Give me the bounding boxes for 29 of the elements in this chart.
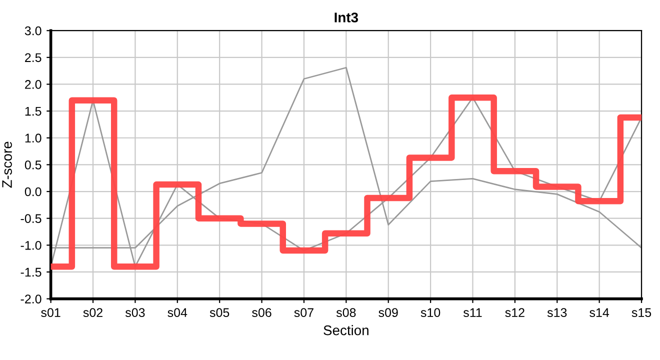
- x-tick-label: s09: [378, 308, 398, 318]
- x-axis-title: Section: [324, 325, 368, 336]
- y-tick-label: -1.0: [20, 240, 42, 250]
- y-axis-title: Z-score: [2, 142, 12, 188]
- x-tick-label: s06: [252, 308, 272, 318]
- x-tick-label: s11: [463, 308, 482, 318]
- x-tick-label: s04: [168, 308, 188, 318]
- y-tick-label: 3.0: [24, 26, 42, 36]
- y-tick-label: 0.0: [24, 187, 42, 196]
- y-tick-label: -2.0: [20, 294, 42, 304]
- x-tick-label: s13: [547, 308, 567, 318]
- y-tick-label: -0.5: [20, 214, 42, 223]
- x-tick-label: s05: [210, 308, 230, 318]
- y-tick-label: 1.5: [25, 106, 42, 116]
- y-tick-label: 2.5: [25, 53, 42, 62]
- chart-title: Int3: [334, 12, 358, 22]
- x-tick-label: s08: [336, 308, 356, 318]
- x-tick-label: s01: [41, 308, 60, 318]
- y-tick-label: 2.0: [25, 80, 42, 89]
- y-tick-label: 1.0: [25, 134, 42, 143]
- x-tick-label: s10: [420, 308, 440, 318]
- x-tick-label: s14: [590, 308, 610, 318]
- x-tick-label: s02: [83, 308, 102, 318]
- x-tick-label: s07: [294, 308, 314, 318]
- x-tick-label: s15: [632, 308, 652, 318]
- x-tick-label: s03: [125, 308, 145, 318]
- y-tick-label: 0.5: [24, 160, 42, 170]
- x-tick-label: s12: [505, 308, 524, 318]
- y-tick-label: -1.5: [20, 268, 42, 277]
